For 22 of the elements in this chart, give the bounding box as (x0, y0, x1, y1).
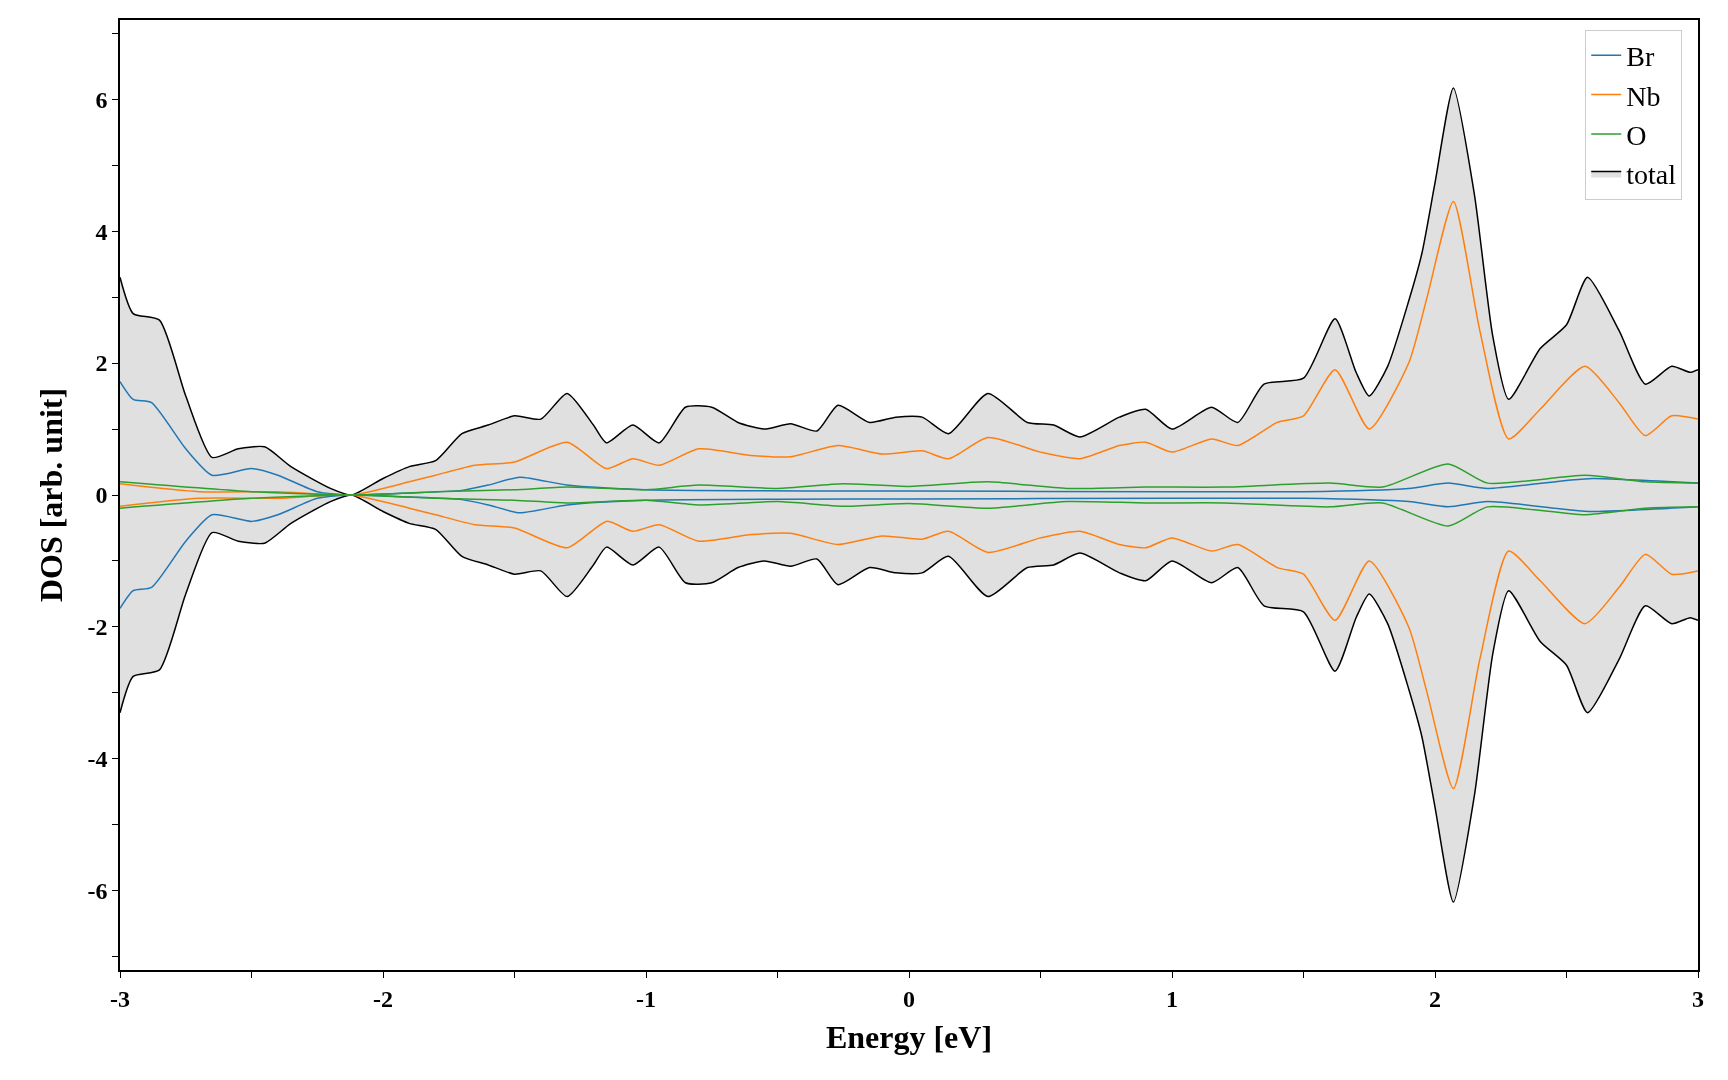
y-tick-label: -2 (87, 614, 108, 641)
y-tick-label: -6 (87, 878, 108, 905)
y-tick-label: 0 (95, 482, 108, 509)
x-tick-label: 1 (1166, 985, 1178, 1012)
x-tick-label: -3 (110, 985, 130, 1012)
y-tick-label: 4 (95, 218, 108, 245)
y-tick-label: 2 (95, 350, 108, 377)
y-tick-label: 6 (95, 86, 108, 113)
line-series (120, 200, 1698, 496)
x-tick-label: 3 (1692, 985, 1704, 1012)
x-tick-label: -2 (373, 985, 393, 1012)
x-tick-label: 2 (1429, 985, 1441, 1012)
legend-label: Br (1626, 41, 1655, 73)
x-tick-label: -1 (636, 985, 656, 1012)
legend-label: O (1626, 119, 1647, 151)
line-series (120, 494, 1698, 790)
y-tick-label: -4 (87, 746, 108, 773)
x-axis-title: Energy [eV] (825, 1018, 993, 1055)
legend-label: total (1626, 159, 1677, 191)
y-axis-title: DOS [arb. unit] (33, 387, 70, 603)
legend-label: Nb (1626, 80, 1661, 112)
x-tick-label: 0 (903, 985, 915, 1012)
